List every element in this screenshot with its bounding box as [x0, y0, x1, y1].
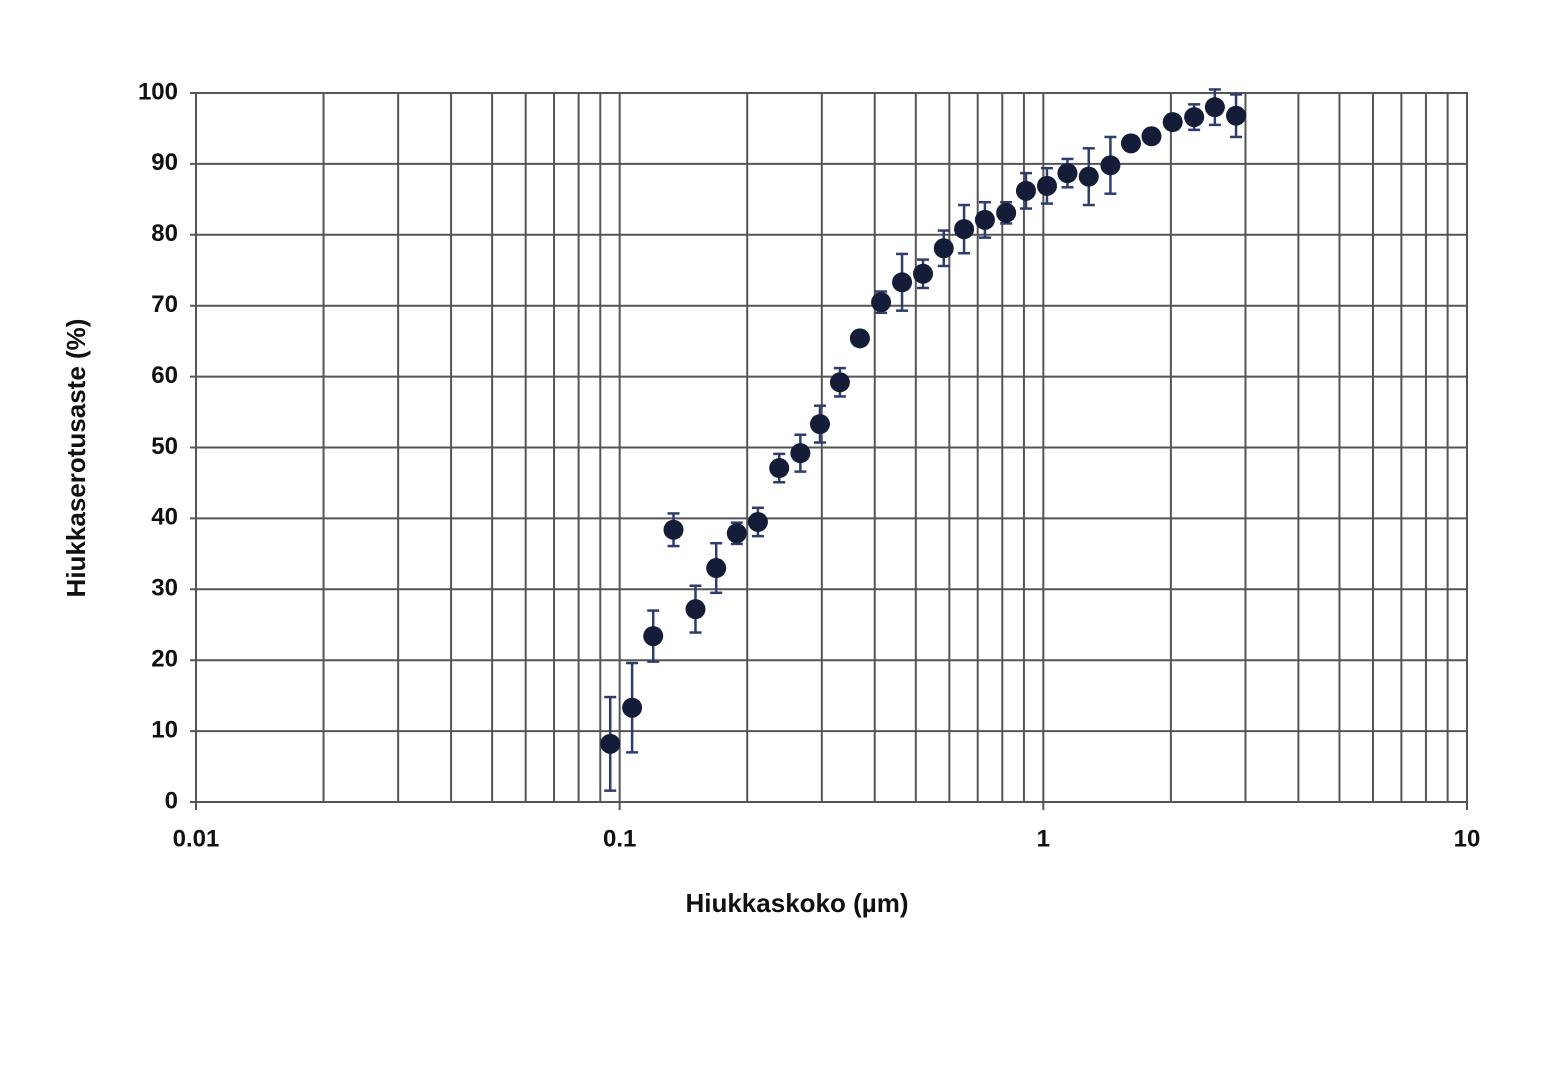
data-point [1141, 126, 1162, 147]
data-point [849, 328, 870, 349]
data-point [1226, 105, 1247, 126]
y-axis-title: Hiukkaserotusaste (%) [61, 319, 91, 598]
data-point [600, 733, 621, 754]
data-point [706, 558, 727, 579]
data-point [954, 219, 975, 240]
y-tick-label: 20 [151, 646, 178, 673]
data-point [1036, 175, 1057, 196]
y-tick-label: 100 [138, 78, 178, 105]
y-tick-label: 50 [151, 433, 178, 460]
x-tick-label: 0.01 [173, 825, 220, 852]
y-tick-label: 90 [151, 149, 178, 176]
x-tick-label: 0.1 [603, 825, 636, 852]
data-point [1015, 180, 1036, 201]
data-point [871, 292, 892, 313]
data-point [685, 599, 706, 620]
data-point [974, 209, 995, 230]
data-point [1057, 163, 1078, 184]
data-point [933, 238, 954, 259]
y-tick-label: 30 [151, 575, 178, 602]
x-tick-label: 1 [1037, 825, 1050, 852]
data-point [643, 626, 664, 647]
data-point [1162, 112, 1183, 133]
y-tick-label: 80 [151, 220, 178, 247]
x-tick-label: 10 [1454, 825, 1481, 852]
data-point [892, 272, 913, 293]
data-point [622, 697, 643, 718]
data-point [1204, 97, 1225, 118]
y-tick-label: 10 [151, 716, 178, 743]
data-point [747, 511, 768, 532]
data-point [769, 458, 790, 479]
y-tick-label: 70 [151, 291, 178, 318]
data-point [726, 523, 747, 544]
y-tick-label: 40 [151, 504, 178, 531]
data-point [1078, 166, 1099, 187]
data-point [809, 414, 830, 435]
data-point [663, 519, 684, 540]
x-axis-title: Hiukkaskoko (µm) [685, 888, 908, 918]
y-tick-label: 60 [151, 362, 178, 389]
data-point [829, 372, 850, 393]
y-tick-label: 0 [165, 787, 178, 814]
data-point [913, 263, 934, 284]
data-point [1184, 107, 1205, 128]
data-point [996, 202, 1017, 223]
data-point [1100, 155, 1121, 176]
data-point [790, 443, 811, 464]
data-point [1120, 133, 1141, 154]
